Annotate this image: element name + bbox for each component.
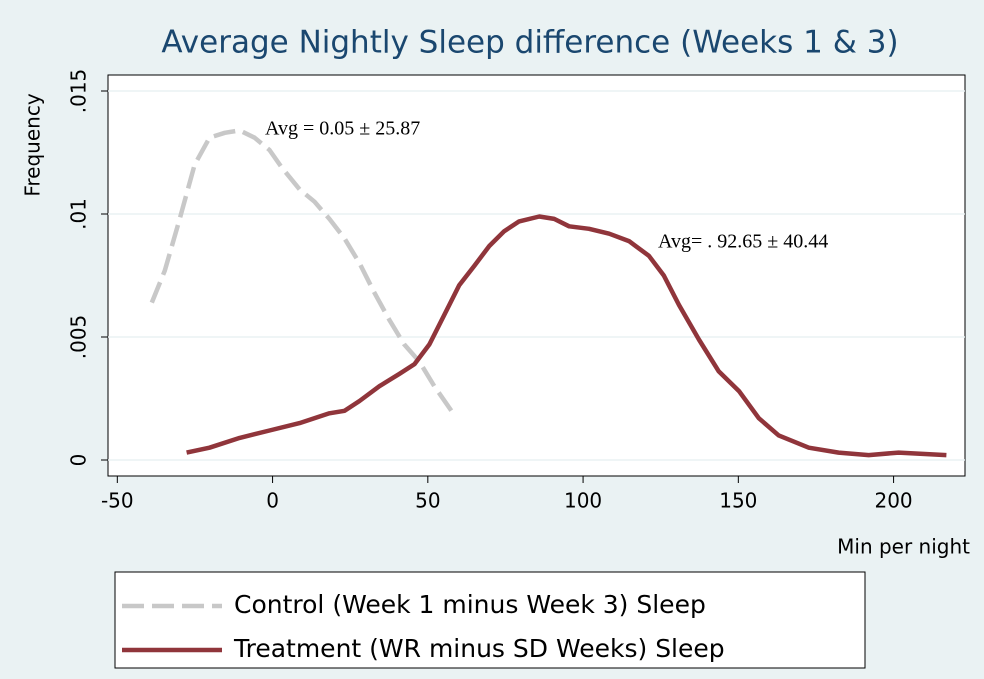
annotation: Avg = 0.05 ± 25.87 <box>265 118 420 140</box>
chart-title: Average Nightly Sleep difference (Weeks … <box>161 25 898 61</box>
x-tick-label: 150 <box>719 489 757 513</box>
x-tick-label: 100 <box>564 489 602 513</box>
y-tick-label: .005 <box>67 315 91 360</box>
y-tick-label: 0 <box>67 454 91 467</box>
x-tick-label: 200 <box>874 489 912 513</box>
y-tick-label: .01 <box>67 198 91 230</box>
x-tick-label: -50 <box>101 489 134 513</box>
series-line <box>149 128 454 413</box>
y-axis-label: Frequency <box>21 93 45 196</box>
legend <box>114 571 866 669</box>
y-tick-label: .015 <box>67 69 91 114</box>
annotation: Avg= . 92.65 ± 40.44 <box>658 231 828 253</box>
x-tick-label: 50 <box>415 489 440 513</box>
legend-label: Treatment (WR minus SD Weeks) Sleep <box>233 634 725 663</box>
legend-label: Control (Week 1 minus Week 3) Sleep <box>234 590 706 619</box>
plot-area <box>107 74 966 477</box>
x-tick-label: 0 <box>266 489 279 513</box>
x-axis-label: Min per night <box>837 535 970 559</box>
series-line <box>186 214 947 458</box>
